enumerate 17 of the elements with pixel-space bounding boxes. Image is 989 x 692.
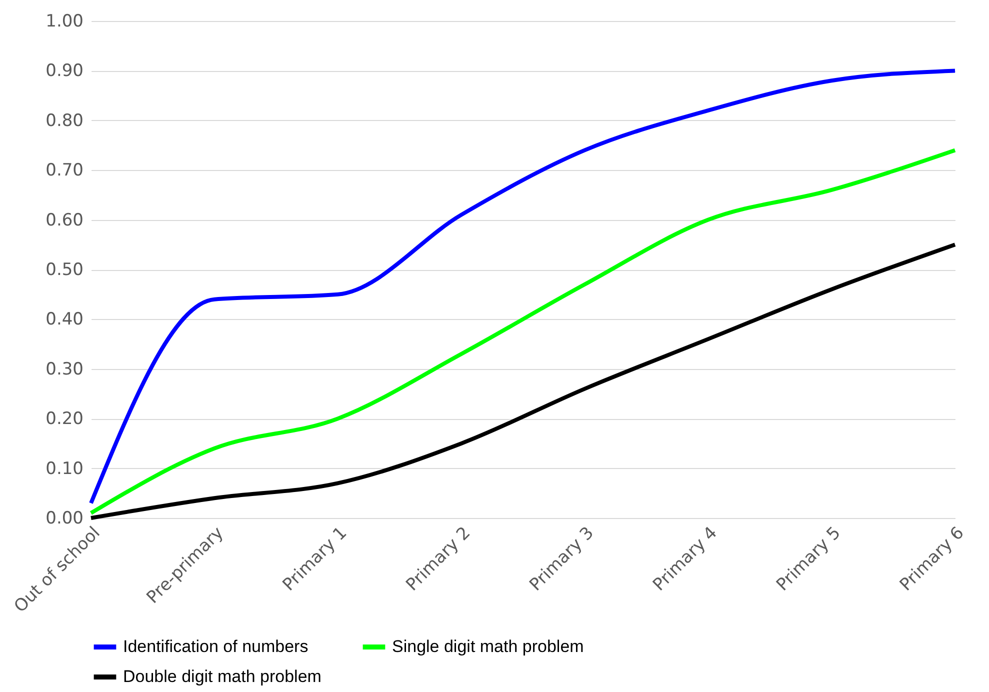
y-tick-label: 0.20	[46, 409, 84, 430]
y-tick-label: 0.10	[46, 458, 84, 479]
line-series	[89, 148, 957, 516]
line-series	[89, 68, 957, 506]
y-tick-label: 0.60	[46, 210, 84, 230]
y-tick-label: 0.30	[46, 359, 84, 380]
y-tick-label: 0.50	[46, 260, 84, 280]
legend-label: Single digit math problem	[392, 637, 584, 656]
y-tick-label: 0.70	[46, 160, 84, 181]
y-tick-label: 1.00	[46, 12, 84, 32]
y-tick-label: 0.80	[46, 110, 84, 131]
y-tick-label: 0.00	[46, 508, 84, 528]
legend-label: Double digit math problem	[123, 667, 322, 686]
y-tick-label: 0.90	[46, 61, 84, 82]
legend-label: Identification of numbers	[123, 637, 308, 656]
line-series	[89, 242, 957, 520]
y-tick-label: 0.40	[46, 310, 84, 330]
